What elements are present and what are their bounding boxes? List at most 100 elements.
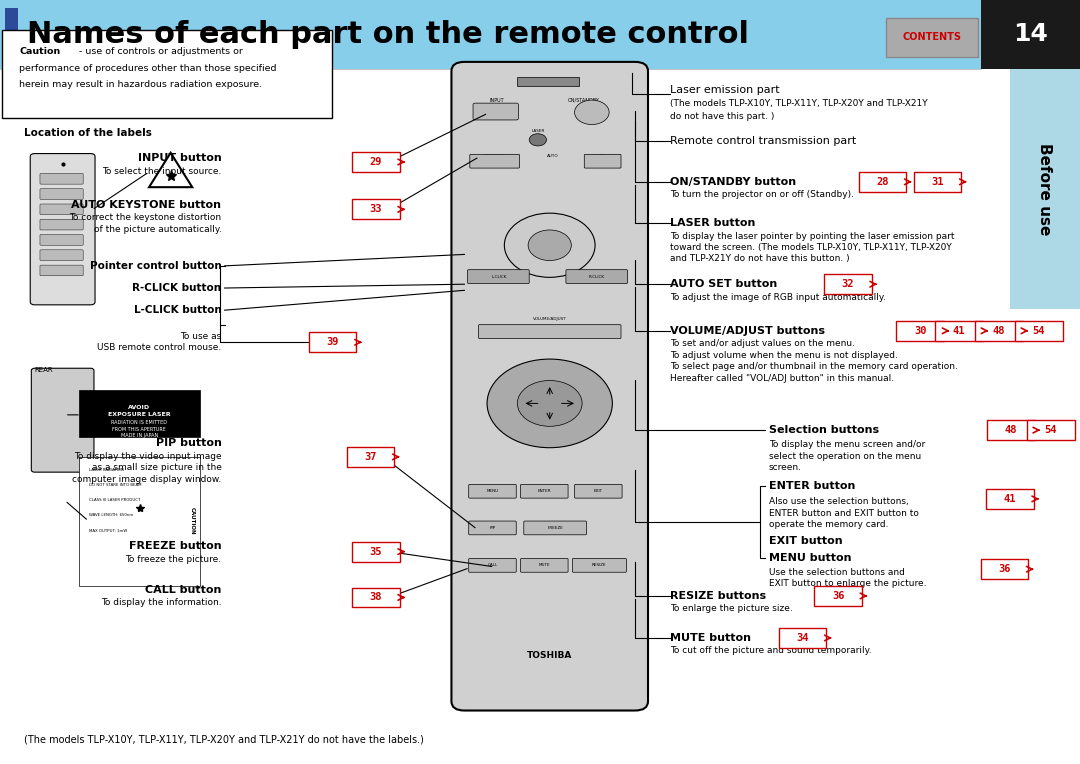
Text: To cut off the picture and sound temporarily.: To cut off the picture and sound tempora… (670, 646, 872, 656)
Text: ON/STANDBY button: ON/STANDBY button (670, 176, 796, 187)
Text: SET: SET (598, 154, 607, 158)
Text: MENU: MENU (486, 489, 499, 494)
FancyBboxPatch shape (30, 154, 95, 305)
Text: 35: 35 (369, 546, 382, 557)
Text: select the operation on the menu: select the operation on the menu (769, 452, 921, 461)
FancyBboxPatch shape (1027, 420, 1075, 440)
Text: PIP: PIP (489, 526, 496, 530)
FancyBboxPatch shape (779, 628, 826, 648)
FancyBboxPatch shape (521, 484, 568, 498)
FancyBboxPatch shape (584, 154, 621, 168)
FancyBboxPatch shape (79, 390, 200, 437)
Text: PIP button: PIP button (156, 438, 221, 448)
Text: To set and/or adjust values on the menu.: To set and/or adjust values on the menu. (670, 339, 854, 348)
FancyBboxPatch shape (352, 542, 400, 562)
Text: VOLUME/ADJUST: VOLUME/ADJUST (532, 317, 567, 322)
FancyBboxPatch shape (521, 558, 568, 572)
FancyBboxPatch shape (473, 103, 518, 120)
Circle shape (517, 380, 582, 426)
FancyBboxPatch shape (914, 172, 961, 192)
Text: (The models TLP-X10Y, TLP-X11Y, TLP-X20Y and TLP-X21Y do not have the labels.): (The models TLP-X10Y, TLP-X11Y, TLP-X20Y… (24, 734, 423, 745)
Text: To use as: To use as (180, 332, 221, 341)
Text: DO NOT STARE INTO BEAM: DO NOT STARE INTO BEAM (89, 483, 141, 487)
Polygon shape (149, 153, 192, 187)
Text: toward the screen. (The models TLP-X10Y, TLP-X11Y, TLP-X20Y: toward the screen. (The models TLP-X10Y,… (670, 243, 951, 252)
Text: as a small size picture in the: as a small size picture in the (92, 463, 221, 472)
Text: To turn the projector on or off (Standby).: To turn the projector on or off (Standby… (670, 190, 853, 199)
FancyBboxPatch shape (451, 62, 648, 711)
Text: Selection buttons: Selection buttons (769, 425, 879, 435)
FancyBboxPatch shape (986, 489, 1034, 509)
Text: 30: 30 (914, 325, 927, 336)
Text: MADE IN JAPAN: MADE IN JAPAN (121, 433, 158, 438)
Text: 39: 39 (326, 337, 339, 348)
FancyBboxPatch shape (347, 447, 394, 467)
Text: CALL button: CALL button (145, 584, 221, 595)
FancyBboxPatch shape (469, 521, 516, 535)
FancyBboxPatch shape (5, 8, 18, 63)
Text: 41: 41 (953, 325, 966, 336)
Text: EXPOSURE LASER: EXPOSURE LASER (108, 413, 171, 417)
Text: Hereafter called "VOL/ADJ button" in this manual.: Hereafter called "VOL/ADJ button" in thi… (670, 374, 894, 383)
Text: Names of each part on the remote control: Names of each part on the remote control (27, 20, 750, 49)
Text: RESIZE: RESIZE (592, 563, 607, 568)
Text: L-CLICK button: L-CLICK button (134, 305, 221, 316)
Text: 54: 54 (1032, 325, 1045, 336)
Text: USB remote control mouse.: USB remote control mouse. (97, 343, 221, 352)
FancyBboxPatch shape (814, 586, 862, 606)
FancyBboxPatch shape (470, 154, 519, 168)
Circle shape (575, 100, 609, 125)
Text: AUTO KEYSTONE button: AUTO KEYSTONE button (71, 199, 221, 210)
Text: CLASS III LASER PRODUCT: CLASS III LASER PRODUCT (89, 498, 140, 502)
Text: INPUT: INPUT (489, 98, 504, 102)
Text: INPUT button: INPUT button (137, 153, 221, 163)
Text: AUTO: AUTO (548, 154, 558, 158)
Text: ENTER: ENTER (538, 489, 551, 494)
Text: Pointer control button: Pointer control button (90, 261, 221, 271)
FancyBboxPatch shape (309, 332, 356, 352)
Text: To freeze the picture.: To freeze the picture. (125, 555, 221, 564)
Text: Remote control transmission part: Remote control transmission part (670, 136, 855, 147)
Text: To correct the keystone distortion: To correct the keystone distortion (69, 213, 221, 222)
FancyBboxPatch shape (352, 152, 400, 172)
FancyBboxPatch shape (981, 559, 1028, 579)
Text: L-CLICK: L-CLICK (491, 275, 507, 280)
Text: To adjust the image of RGB input automatically.: To adjust the image of RGB input automat… (670, 293, 886, 302)
FancyBboxPatch shape (517, 77, 579, 86)
Text: AVOID: AVOID (129, 405, 150, 410)
Text: MUTE button: MUTE button (670, 633, 751, 643)
Text: screen.: screen. (769, 463, 802, 472)
Text: EXIT: EXIT (594, 489, 603, 494)
Text: TOSHIBA: TOSHIBA (527, 651, 572, 660)
Text: do not have this part. ): do not have this part. ) (670, 112, 774, 121)
Text: 41: 41 (1003, 494, 1016, 504)
FancyBboxPatch shape (40, 250, 83, 261)
Text: 28: 28 (876, 176, 889, 187)
FancyBboxPatch shape (935, 321, 983, 341)
Text: Laser emission part: Laser emission part (670, 85, 780, 96)
Text: 54: 54 (1044, 425, 1057, 435)
Text: EXIT button: EXIT button (769, 536, 842, 546)
Text: Location of the labels: Location of the labels (24, 128, 151, 138)
Text: Caution: Caution (19, 47, 60, 57)
Text: EXIT button to enlarge the picture.: EXIT button to enlarge the picture. (769, 579, 927, 588)
FancyBboxPatch shape (1010, 69, 1080, 309)
Text: To adjust volume when the menu is not displayed.: To adjust volume when the menu is not di… (670, 351, 897, 360)
FancyBboxPatch shape (575, 484, 622, 498)
FancyBboxPatch shape (40, 173, 83, 184)
FancyBboxPatch shape (981, 0, 1080, 69)
FancyBboxPatch shape (975, 321, 1023, 341)
FancyBboxPatch shape (886, 18, 978, 57)
FancyBboxPatch shape (40, 235, 83, 245)
FancyBboxPatch shape (824, 274, 872, 294)
Text: To display the video input image: To display the video input image (73, 452, 221, 461)
Text: herein may result in hazardous radiation exposure.: herein may result in hazardous radiation… (19, 80, 262, 89)
Text: CALL: CALL (487, 563, 498, 568)
FancyBboxPatch shape (79, 457, 200, 586)
Text: CAUTION: CAUTION (190, 507, 194, 535)
Text: R-CLICK: R-CLICK (589, 275, 604, 280)
Text: 37: 37 (364, 452, 377, 462)
FancyBboxPatch shape (2, 30, 332, 118)
Text: To display the menu screen and/or: To display the menu screen and/or (769, 440, 926, 449)
FancyBboxPatch shape (40, 189, 83, 199)
